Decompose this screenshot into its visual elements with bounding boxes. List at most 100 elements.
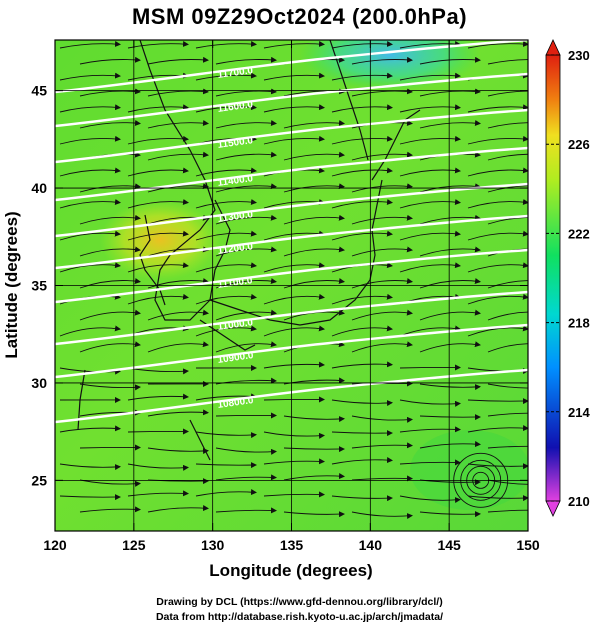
streamline [283, 415, 345, 423]
streamline [419, 214, 481, 225]
streamline [79, 444, 141, 451]
streamline [215, 507, 277, 514]
streamline [467, 463, 528, 470]
streamline [487, 59, 528, 65]
colorbar-tick-label: 214 [568, 405, 590, 420]
streamline [79, 56, 141, 65]
streamline [263, 230, 325, 241]
map-figure: 11700.0 11600.0 11500.0 11400.0 11300.0 11200… [2, 39, 590, 580]
x-tick-label: 120 [43, 537, 67, 553]
y-axis-ticks: 25 30 35 40 45 [31, 83, 528, 488]
streamline [59, 135, 121, 145]
streamline [399, 72, 461, 81]
streamline [79, 479, 141, 487]
height-contours [55, 40, 528, 424]
streamline [419, 414, 481, 421]
y-axis-label: Latitude (degrees) [2, 211, 21, 358]
streamline [59, 494, 121, 501]
streamline [147, 183, 209, 193]
streamline [147, 505, 209, 513]
x-tick-label: 145 [437, 537, 461, 553]
streamline [331, 41, 393, 49]
streamline [331, 495, 393, 502]
streamline [59, 262, 121, 273]
streamline [79, 88, 141, 97]
streamline [399, 426, 461, 433]
colorbar-tick-label: 222 [568, 226, 590, 241]
streamline [215, 214, 277, 225]
streamline [419, 511, 481, 518]
streamline [487, 280, 528, 289]
streamline [195, 293, 257, 305]
streamline [351, 56, 413, 65]
streamline [283, 183, 345, 193]
y-tick-label: 45 [31, 83, 47, 99]
x-axis-ticks: 120 125 130 135 140 145 150 [43, 40, 540, 553]
streamline [487, 479, 528, 485]
streamline [331, 361, 393, 369]
streamline [467, 167, 528, 177]
y-tick-label: 35 [31, 278, 47, 294]
streamline [419, 183, 481, 193]
streamline [215, 341, 277, 353]
streamline [147, 341, 209, 353]
contour-label: 11500.0 [217, 135, 254, 151]
contour-label: 11200.0 [217, 241, 254, 257]
streamline [263, 41, 325, 49]
streamline [331, 72, 393, 81]
streamline [147, 309, 209, 321]
streamline [487, 122, 528, 129]
streamline [127, 490, 189, 497]
streamline [195, 431, 257, 439]
streamline [263, 491, 325, 498]
streamline [215, 151, 277, 161]
streamline [351, 511, 413, 519]
streamline [263, 396, 325, 403]
streamline [195, 462, 257, 469]
streamline [195, 41, 257, 49]
streamline [263, 72, 325, 81]
streamline [419, 246, 481, 257]
colorbar-min-arrow [545, 500, 561, 517]
streamline [419, 441, 481, 449]
streamline [127, 167, 189, 177]
streamline [467, 41, 528, 49]
streamline [127, 262, 189, 273]
streamline [331, 167, 393, 177]
streamline [467, 230, 528, 241]
streamline [283, 278, 345, 289]
streamline [399, 262, 461, 273]
streamline [487, 216, 528, 225]
streamline [59, 425, 121, 433]
height-contour [55, 290, 528, 346]
streamline [195, 325, 257, 337]
streamline [59, 367, 121, 375]
streamline [79, 214, 141, 225]
x-tick-label: 125 [122, 537, 146, 553]
height-contour [55, 72, 528, 128]
streamline [331, 230, 393, 241]
credit-line-1: Drawing by DCL (https://www.gfd-dennou.o… [156, 596, 443, 608]
contour-label: 11400.0 [217, 173, 254, 189]
contour-label: 11000.0 [217, 317, 254, 333]
streamline [487, 383, 528, 389]
y-tick-label: 30 [31, 375, 47, 391]
streamline [59, 199, 121, 209]
streamline [147, 120, 209, 129]
streamline [487, 509, 528, 513]
streamline [351, 246, 413, 257]
height-contour [55, 368, 528, 424]
streamline [79, 183, 141, 193]
streamline [59, 167, 121, 177]
streamline [215, 309, 277, 321]
streamline [59, 72, 121, 81]
streamline [467, 104, 528, 113]
streamline [59, 325, 121, 337]
streamline [127, 428, 189, 435]
streamline [399, 230, 461, 241]
streamline [467, 199, 528, 209]
contour-label: 10800.0 [217, 395, 255, 411]
streamline [147, 409, 209, 417]
colorbar-tick-label: 218 [568, 316, 590, 331]
streamline [467, 325, 528, 337]
